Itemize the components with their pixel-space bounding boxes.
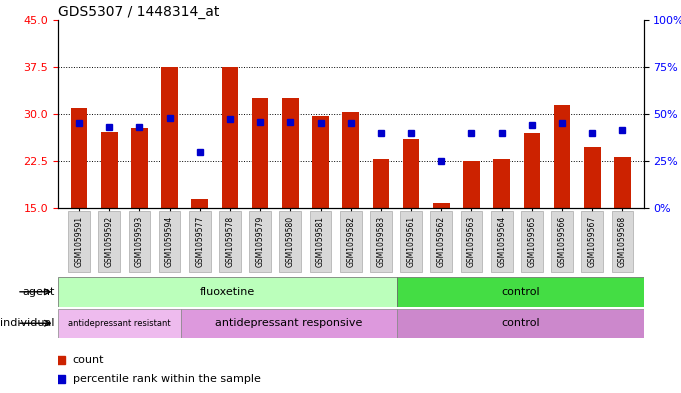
Bar <box>584 147 601 208</box>
Text: percentile rank within the sample: percentile rank within the sample <box>73 374 260 384</box>
Text: GSM1059567: GSM1059567 <box>588 216 597 267</box>
Text: GSM1059593: GSM1059593 <box>135 216 144 267</box>
Text: GDS5307 / 1448314_at: GDS5307 / 1448314_at <box>58 5 219 18</box>
Bar <box>400 211 422 272</box>
Bar <box>402 139 419 208</box>
Text: antidepressant resistant: antidepressant resistant <box>68 319 171 328</box>
Bar <box>310 211 332 272</box>
Bar <box>433 203 449 208</box>
Text: GSM1059579: GSM1059579 <box>255 216 265 267</box>
Text: GSM1059577: GSM1059577 <box>195 216 204 267</box>
Bar <box>161 67 178 208</box>
Bar <box>189 211 210 272</box>
Bar <box>249 211 271 272</box>
Text: GSM1059583: GSM1059583 <box>377 216 385 267</box>
Bar <box>582 211 603 272</box>
Text: GSM1059565: GSM1059565 <box>527 216 537 267</box>
Text: GSM1059581: GSM1059581 <box>316 216 325 267</box>
Bar <box>71 108 87 208</box>
Text: control: control <box>501 287 539 297</box>
Bar <box>221 67 238 208</box>
Bar <box>397 309 644 338</box>
Bar <box>279 211 301 272</box>
Bar <box>373 159 390 208</box>
Bar <box>343 112 359 208</box>
Bar <box>554 105 570 208</box>
Bar <box>614 157 631 208</box>
Text: control: control <box>501 318 539 328</box>
Text: GSM1059578: GSM1059578 <box>225 216 234 267</box>
Text: GSM1059564: GSM1059564 <box>497 216 506 267</box>
Text: GSM1059594: GSM1059594 <box>165 216 174 267</box>
Bar <box>397 277 644 307</box>
Bar <box>491 211 513 272</box>
Bar <box>524 133 540 208</box>
Text: GSM1059568: GSM1059568 <box>618 216 627 267</box>
Bar <box>521 211 543 272</box>
Text: GSM1059582: GSM1059582 <box>346 216 355 267</box>
Text: agent: agent <box>22 287 54 297</box>
Bar <box>612 211 633 272</box>
Text: count: count <box>73 354 104 365</box>
Bar <box>58 277 397 307</box>
Bar <box>340 211 362 272</box>
Text: GSM1059563: GSM1059563 <box>467 216 476 267</box>
Bar <box>101 132 118 208</box>
Text: GSM1059566: GSM1059566 <box>558 216 567 267</box>
Bar <box>460 211 482 272</box>
Bar <box>463 161 480 208</box>
Text: fluoxetine: fluoxetine <box>200 287 255 297</box>
Text: GSM1059591: GSM1059591 <box>74 216 84 267</box>
Bar <box>68 211 90 272</box>
Text: GSM1059592: GSM1059592 <box>105 216 114 267</box>
Bar <box>252 98 268 208</box>
Text: antidepressant responsive: antidepressant responsive <box>215 318 363 328</box>
Bar <box>98 211 120 272</box>
Bar <box>282 98 299 208</box>
Bar <box>191 199 208 208</box>
Bar <box>219 211 241 272</box>
Bar <box>129 211 151 272</box>
Text: GSM1059580: GSM1059580 <box>286 216 295 267</box>
Text: GSM1059562: GSM1059562 <box>437 216 446 267</box>
Bar <box>58 309 181 338</box>
Text: GSM1059561: GSM1059561 <box>407 216 415 267</box>
Bar <box>430 211 452 272</box>
Bar <box>181 309 397 338</box>
Bar <box>493 159 510 208</box>
Bar <box>370 211 392 272</box>
Bar <box>551 211 573 272</box>
Bar <box>159 211 180 272</box>
Bar <box>312 116 329 208</box>
Bar <box>131 128 148 208</box>
Text: individual: individual <box>0 318 54 328</box>
